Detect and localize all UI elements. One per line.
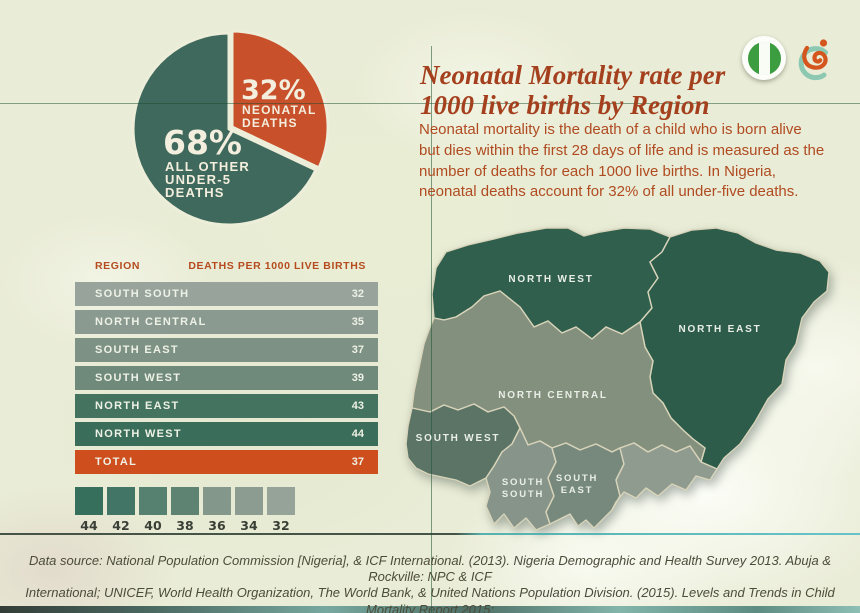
pie-slice-neonatal bbox=[230, 29, 330, 170]
table-header-deaths: DEATHS PER 1000 LIVE BIRTHS bbox=[188, 260, 366, 272]
table-row-total: TOTAL 37 bbox=[75, 450, 378, 474]
map-label-south-west: SOUTH WEST bbox=[416, 433, 501, 445]
legend-swatch bbox=[267, 487, 295, 515]
legend-swatch bbox=[171, 487, 199, 515]
pie-label-other-line3: DEATHS bbox=[165, 185, 225, 200]
legend-value: 42 bbox=[112, 518, 130, 533]
map-label-line: NORTH EAST bbox=[678, 324, 762, 335]
flag-stripe-green-right bbox=[769, 41, 781, 75]
map-label-south-south: SOUTH SOUTH bbox=[502, 477, 544, 500]
grid-line-horizontal-bottom bbox=[0, 533, 860, 535]
logo-crescent-icon bbox=[798, 46, 828, 81]
pie-slice-other-under5 bbox=[131, 31, 318, 227]
legend-swatch bbox=[203, 487, 231, 515]
row-region-label: NORTH EAST bbox=[95, 400, 180, 412]
map-label-north-west: NORTH WEST bbox=[508, 274, 593, 286]
flag-stripe-white bbox=[758, 41, 770, 75]
description-text: Neonatal mortality is the death of a chi… bbox=[419, 120, 824, 203]
row-value: 35 bbox=[351, 316, 364, 328]
description-line1: Neonatal mortality is the death of a chi… bbox=[419, 121, 802, 138]
pie-chart bbox=[131, 29, 330, 227]
row-region-label: SOUTH SOUTH bbox=[95, 288, 190, 300]
table-row: SOUTH SOUTH 32 bbox=[75, 282, 378, 306]
table-header: REGION DEATHS PER 1000 LIVE BIRTHS bbox=[75, 261, 378, 272]
legend-value: 32 bbox=[272, 518, 290, 533]
row-value: 37 bbox=[351, 344, 364, 356]
row-region-label: SOUTH EAST bbox=[95, 344, 179, 356]
map-label-line: SOUTH bbox=[501, 488, 545, 500]
map-label-south-east: SOUTH EAST bbox=[556, 473, 598, 496]
row-region-label: NORTH WEST bbox=[95, 428, 182, 440]
nigeria-flag bbox=[747, 41, 781, 75]
source-line1: Data source: National Population Commiss… bbox=[28, 553, 832, 585]
row-region-label: TOTAL bbox=[95, 456, 138, 468]
legend-value: 40 bbox=[144, 518, 162, 533]
map-label-line: SOUTH bbox=[501, 477, 545, 488]
description-line3: number of deaths for each 1000 live birt… bbox=[419, 162, 776, 180]
legend-swatch bbox=[139, 487, 167, 515]
table-row: NORTH WEST 44 bbox=[75, 422, 378, 446]
grid-line-horizontal-top bbox=[0, 103, 860, 104]
page-title-line1: Neonatal Mortality rate per bbox=[420, 60, 726, 90]
page-title-line2: 1000 live births by Region bbox=[420, 90, 710, 120]
row-region-label: SOUTH WEST bbox=[95, 372, 182, 384]
table-header-region: REGION bbox=[95, 260, 141, 272]
pie-label-other-line2: UNDER-5 bbox=[165, 172, 232, 187]
nigeria-flag-badge bbox=[742, 36, 786, 80]
table-row: SOUTH EAST 37 bbox=[75, 338, 378, 362]
legend-value: 34 bbox=[240, 518, 258, 533]
pie-label-neonatal-line2: DEATHS bbox=[242, 115, 298, 130]
row-region-label: NORTH CENTRAL bbox=[95, 316, 207, 328]
map-coastal-area-east bbox=[611, 442, 718, 511]
flag-stripe-green-left bbox=[747, 41, 759, 75]
pie-percent-neonatal: 32% bbox=[241, 75, 306, 106]
legend-swatch bbox=[75, 487, 103, 515]
map-label-north-east: NORTH EAST bbox=[679, 324, 762, 336]
row-value: 39 bbox=[351, 372, 364, 384]
row-value: 44 bbox=[351, 428, 364, 440]
row-value: 37 bbox=[351, 456, 364, 468]
legend-value: 44 bbox=[80, 518, 98, 533]
org-logo bbox=[798, 39, 828, 81]
table-row: SOUTH WEST 39 bbox=[75, 366, 378, 390]
row-value: 32 bbox=[351, 288, 364, 300]
source-citation: Data source: National Population Commiss… bbox=[0, 553, 860, 613]
map-label-line: EAST bbox=[560, 484, 594, 496]
description-line2: but dies within the first 28 days of lif… bbox=[419, 141, 825, 159]
logo-spiral-icon bbox=[802, 45, 828, 70]
map-region-south-east bbox=[545, 442, 625, 529]
map-label-line: SOUTH WEST bbox=[415, 433, 501, 444]
source-line2: International; UNICEF, World Health Orga… bbox=[25, 585, 835, 613]
map-label-line: SOUTH bbox=[555, 473, 599, 484]
bottom-map-texture-strip bbox=[0, 606, 860, 613]
color-scale-values: 44 42 40 38 36 34 32 bbox=[75, 518, 295, 533]
pie-label-other: ALL OTHER UNDER-5 DEATHS bbox=[165, 160, 250, 199]
pie-label-neonatal-line1: NEONATAL bbox=[242, 103, 317, 117]
pie-label-neonatal: NEONATAL DEATHS bbox=[242, 104, 316, 129]
pie-label-other-line1: ALL OTHER bbox=[165, 159, 250, 174]
legend-swatch bbox=[107, 487, 135, 515]
grid-line-vertical bbox=[431, 46, 432, 613]
table-row: NORTH EAST 43 bbox=[75, 394, 378, 418]
legend-value: 38 bbox=[176, 518, 194, 533]
map-label-line: NORTH CENTRAL bbox=[498, 390, 608, 401]
description-line4: neonatal deaths account for 32% of all u… bbox=[419, 183, 799, 201]
legend-value: 36 bbox=[208, 518, 226, 533]
page-title: Neonatal Mortality rate per 1000 live bi… bbox=[420, 60, 725, 120]
row-value: 43 bbox=[351, 400, 364, 412]
region-table: REGION DEATHS PER 1000 LIVE BIRTHS SOUTH… bbox=[75, 261, 378, 478]
color-scale-legend bbox=[75, 487, 295, 515]
pie-percent-other: 68% bbox=[163, 123, 242, 162]
map-label-line: NORTH WEST bbox=[508, 274, 594, 285]
legend-swatch bbox=[235, 487, 263, 515]
table-row: NORTH CENTRAL 35 bbox=[75, 310, 378, 334]
logo-dot-icon bbox=[819, 39, 828, 47]
map-label-north-central: NORTH CENTRAL bbox=[498, 390, 608, 402]
